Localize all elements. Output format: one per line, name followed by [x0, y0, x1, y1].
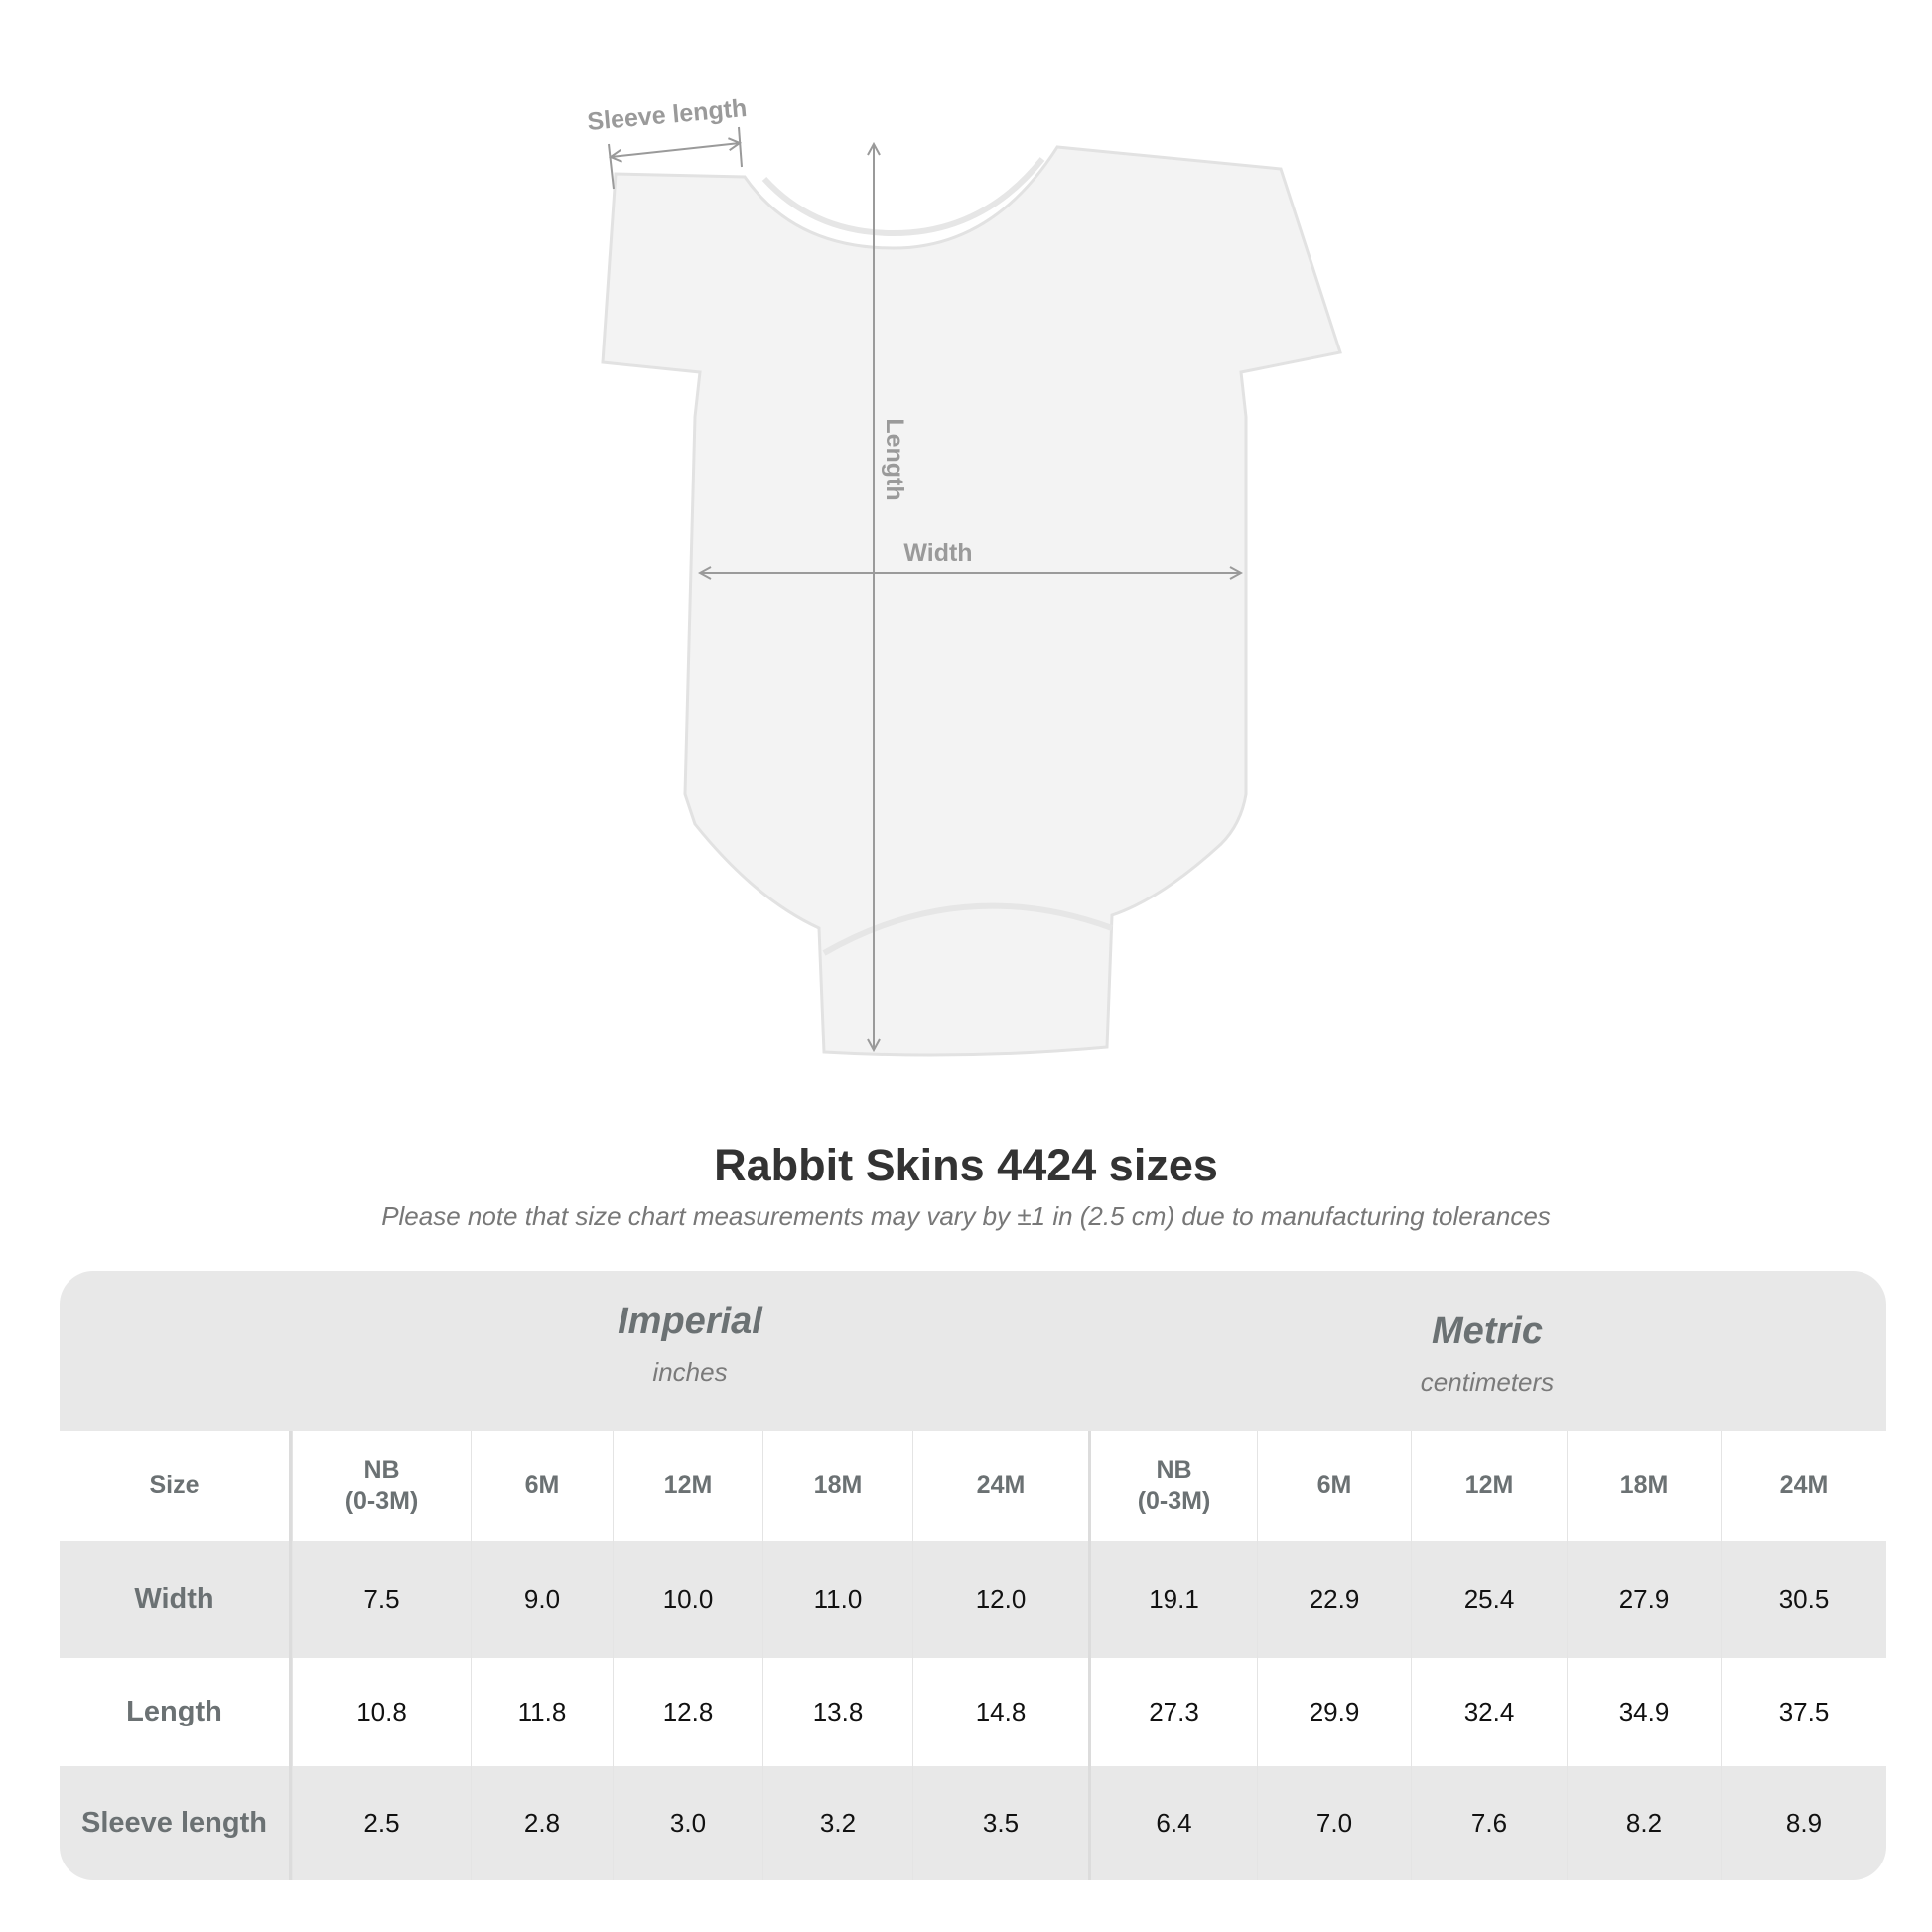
imperial-value: 13.8	[762, 1658, 912, 1766]
imperial-value: 7.5	[292, 1541, 471, 1658]
sleeve-tick-left	[608, 143, 615, 190]
row-label: Sleeve length	[60, 1766, 292, 1880]
imperial-header: Imperial inches	[292, 1301, 1088, 1388]
imperial-value: 10.8	[292, 1658, 471, 1766]
imperial-value: 12.0	[912, 1541, 1088, 1658]
imperial-value: 14.8	[912, 1658, 1088, 1766]
imperial-size-header: 12M	[613, 1431, 762, 1541]
bodysuit-shape	[601, 145, 1342, 1057]
metric-size-header: 12M	[1411, 1431, 1567, 1541]
metric-value: 27.3	[1088, 1658, 1257, 1766]
row-label: Length	[60, 1658, 292, 1766]
size-table: Imperial inches Metric centimeters Size N…	[60, 1271, 1886, 1880]
imperial-value: 11.8	[471, 1658, 613, 1766]
metric-size-header: 18M	[1567, 1431, 1721, 1541]
metric-value: 22.9	[1257, 1541, 1411, 1658]
imperial-size-header: NB (0-3M)	[292, 1431, 471, 1541]
size-header-row: Size NB (0-3M) 6M 12M 18M 24M NB (0-3M) 6M 12M 18…	[60, 1431, 1886, 1541]
metric-value: 8.9	[1721, 1766, 1886, 1880]
imperial-value: 3.2	[762, 1766, 912, 1880]
table-row: Length 10.8 11.8 12.8 13.8 14.8 27.3 29.9 32.4 34…	[60, 1658, 1886, 1766]
bodysuit-diagram: Sleeve length Width Length	[586, 94, 1342, 1057]
metric-header: Metric centimeters	[1088, 1311, 1886, 1398]
metric-value: 19.1	[1088, 1541, 1257, 1658]
width-label: Width	[903, 539, 972, 567]
tolerance-note: Please note that size chart measurements…	[381, 1201, 1551, 1231]
metric-title: Metric	[1432, 1311, 1543, 1352]
metric-value: 6.4	[1088, 1766, 1257, 1880]
metric-value: 34.9	[1567, 1658, 1721, 1766]
metric-value: 7.0	[1257, 1766, 1411, 1880]
sleeve-length-label: Sleeve length	[586, 94, 748, 136]
neckline	[761, 157, 1045, 237]
metric-value: 30.5	[1721, 1541, 1886, 1658]
imperial-value: 2.8	[471, 1766, 613, 1880]
metric-value: 8.2	[1567, 1766, 1721, 1880]
metric-value: 29.9	[1257, 1658, 1411, 1766]
metric-value: 27.9	[1567, 1541, 1721, 1658]
metric-value: 37.5	[1721, 1658, 1886, 1766]
imperial-value: 11.0	[762, 1541, 912, 1658]
imperial-value: 3.5	[912, 1766, 1088, 1880]
length-label: Length	[881, 418, 908, 500]
table-row: Width 7.5 9.0 10.0 11.0 12.0 19.1 22.9 25.4 27.9 3…	[60, 1541, 1886, 1658]
leg-opening	[822, 902, 1114, 956]
row-label: Width	[60, 1541, 292, 1658]
imperial-size-header: 6M	[471, 1431, 613, 1541]
sleeve-length-arrow	[611, 143, 740, 157]
metric-size-header: 6M	[1257, 1431, 1411, 1541]
metric-value: 32.4	[1411, 1658, 1567, 1766]
size-label: Size	[60, 1431, 292, 1541]
metric-value: 7.6	[1411, 1766, 1567, 1880]
imperial-size-header: 24M	[912, 1431, 1088, 1541]
metric-size-header: 24M	[1721, 1431, 1886, 1541]
imperial-value: 9.0	[471, 1541, 613, 1658]
imperial-value: 10.0	[613, 1541, 762, 1658]
imperial-size-header: 18M	[762, 1431, 912, 1541]
unit-header-band: Imperial inches Metric centimeters	[60, 1271, 1886, 1431]
imperial-value: 2.5	[292, 1766, 471, 1880]
metric-size-header: NB (0-3M)	[1088, 1431, 1257, 1541]
imperial-unit: inches	[652, 1357, 728, 1387]
metric-unit: centimeters	[1420, 1367, 1555, 1397]
imperial-value: 12.8	[613, 1658, 762, 1766]
imperial-value: 3.0	[613, 1766, 762, 1880]
sleeve-tick-right	[738, 126, 743, 168]
page-title: Rabbit Skins 4424 sizes	[714, 1140, 1218, 1190]
imperial-title: Imperial	[618, 1301, 762, 1342]
table-row: Sleeve length 2.5 2.8 3.0 3.2 3.5 6.4 7.0 7.6 8.2…	[60, 1766, 1886, 1880]
metric-value: 25.4	[1411, 1541, 1567, 1658]
